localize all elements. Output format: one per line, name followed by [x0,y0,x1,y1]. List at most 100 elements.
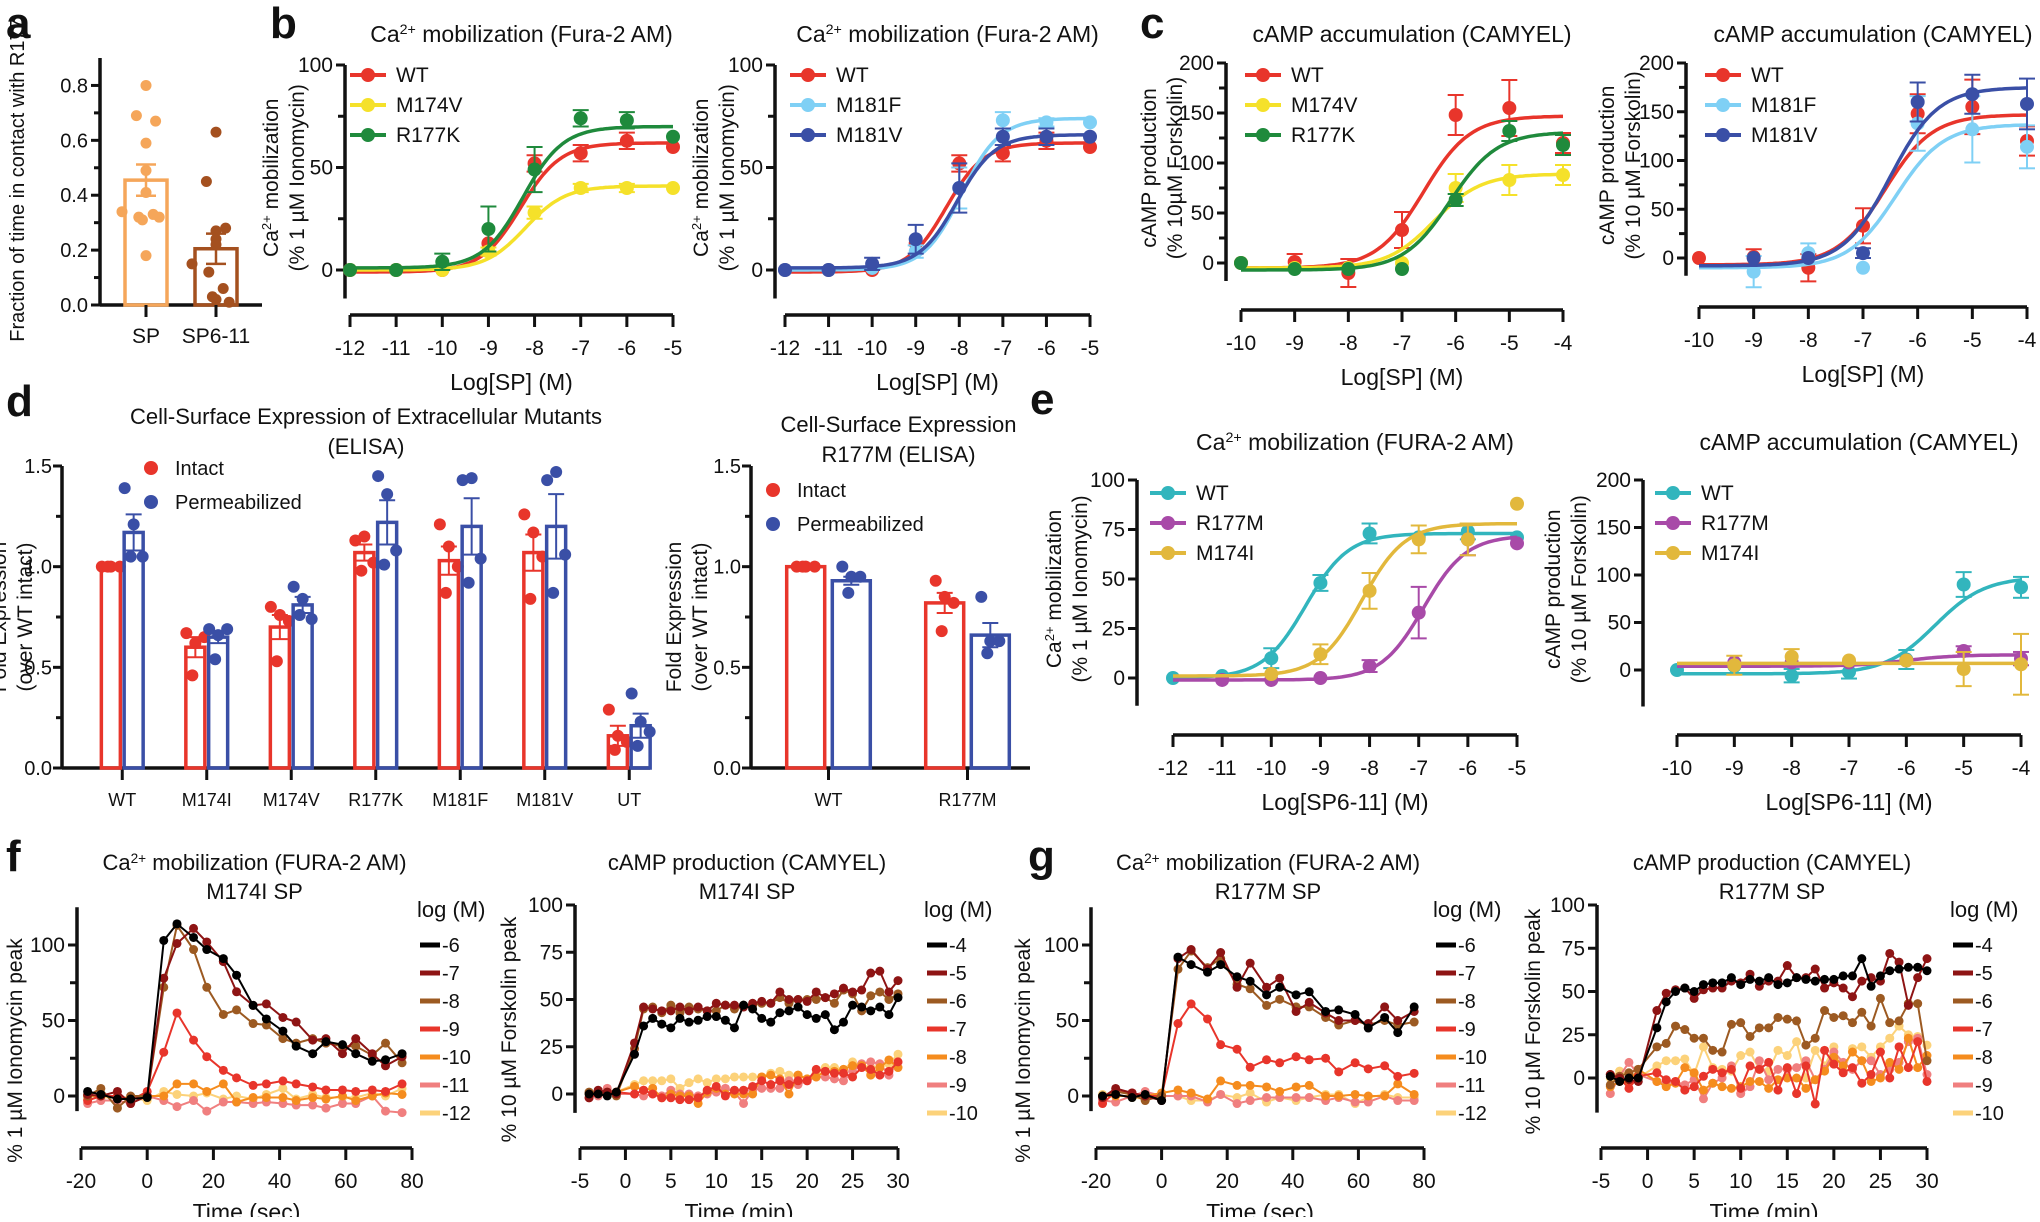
data-point [1661,1056,1671,1066]
data-point [202,982,212,992]
bar-Permeabilized-UT [625,687,656,770]
legend-item: M174V [350,94,463,117]
chart-title: Ca2+ mobilization (Fura-2 AM) [370,21,673,47]
data-point [1448,108,1463,122]
y-tick-label: 50 [310,157,333,180]
data-point [1334,1005,1344,1015]
data-point [291,1079,301,1089]
data-point [397,1079,407,1089]
legend-label: M181F [836,94,901,117]
data-point [527,205,542,220]
y-tick-label: 50 [1102,568,1125,591]
data-point [611,729,624,742]
data-point [1689,1033,1699,1043]
data-point [372,470,385,483]
data-point [829,1025,839,1035]
data-point [390,544,403,557]
legend-label: WT [1291,64,1324,87]
data-point [608,743,621,756]
data-point [1556,138,1570,152]
y-axis-label: % 10 µM Forskolin peak [498,916,521,1142]
data-point [648,1089,658,1099]
data-point [748,1004,758,1014]
legend-marker [361,68,375,82]
data-point [1689,987,1699,996]
legend-label: -7 [1458,963,1476,985]
data-point [1680,1054,1690,1064]
data-point [83,1086,93,1096]
data-point [1098,1091,1108,1101]
data-point [1764,973,1774,983]
series-line [1609,1038,1928,1105]
x-tick-label: -8 [1799,329,1818,352]
data-point [739,1000,749,1010]
data-point [702,1078,712,1088]
x-tick-label: -6 [1446,332,1465,355]
data-point [1652,1061,1662,1071]
data-point [1363,1064,1373,1074]
data-point [993,635,1006,648]
data-point [675,1002,685,1012]
data-point [189,1079,199,1089]
x-tick-label: -5 [1592,1170,1611,1193]
data-point [1717,1047,1727,1057]
y-tick-label: 50 [42,1010,65,1033]
data-point [720,1000,730,1010]
data-point [261,1079,271,1089]
data-point [218,1079,228,1089]
data-point [1847,1063,1857,1073]
data-point [884,995,894,1004]
data-point [172,1079,182,1089]
data-point [159,973,169,983]
data-point [793,1076,803,1086]
data-point [1956,662,1971,677]
data-point [1689,993,1699,1003]
y-tick-label: 0.5 [713,657,741,679]
data-point [793,1002,803,1012]
data-point [1393,1028,1403,1038]
y-tick-label: 200 [1596,469,1631,492]
legend-label: R177K [1291,124,1355,147]
x-tick-label: -7 [1409,757,1428,780]
legend-title: log (M) [924,897,992,922]
y-tick-label: 0 [551,1083,563,1106]
x-tick-label: -11 [1208,757,1237,780]
data-point [995,129,1010,144]
x-tick-label: -10 [857,337,887,360]
legend-label: M174I [1196,542,1254,565]
series-line [87,922,403,1100]
data-point [248,1019,258,1029]
data-point [1764,1057,1774,1067]
y-axis-label: (% 10 µM Forskolin) [1622,71,1645,259]
data-point [666,1074,676,1084]
data-point [1173,952,1183,962]
x-tick-label: -9 [1744,329,1763,352]
data-point [1393,1016,1403,1025]
series-line [1609,1034,1928,1092]
data-point [1216,1040,1226,1050]
data-point [975,590,988,603]
legend-marker [1666,546,1680,560]
y-tick-label: 1.5 [24,456,52,478]
panel-label-c: c [1140,0,1165,48]
data-point [684,1017,694,1027]
y-tick-label: 1.0 [713,557,741,579]
data-point [189,932,199,942]
data-point [1913,973,1923,983]
legend-label: WT [836,64,869,87]
legend-marker [361,128,375,142]
data-point [1680,1025,1690,1035]
data-point [1393,1096,1403,1106]
data-point [1810,1099,1820,1109]
bar-Intact-WT [95,560,126,770]
data-point [1885,1073,1895,1083]
data-point [112,1094,122,1104]
x-axis-label: Time (sec) [193,1199,301,1217]
data-point [1203,967,1213,977]
y-tick-label: 75 [1102,519,1125,542]
data-point [1885,966,1895,976]
chart-g1: 0 50 100 -20 0 20 40 60 80 Time (sec) Ca2+ mobiliz… [1012,850,1501,1222]
data-point [1624,1057,1634,1067]
data-point [367,1049,377,1059]
y-axis-label: cAMP production [1542,509,1565,669]
